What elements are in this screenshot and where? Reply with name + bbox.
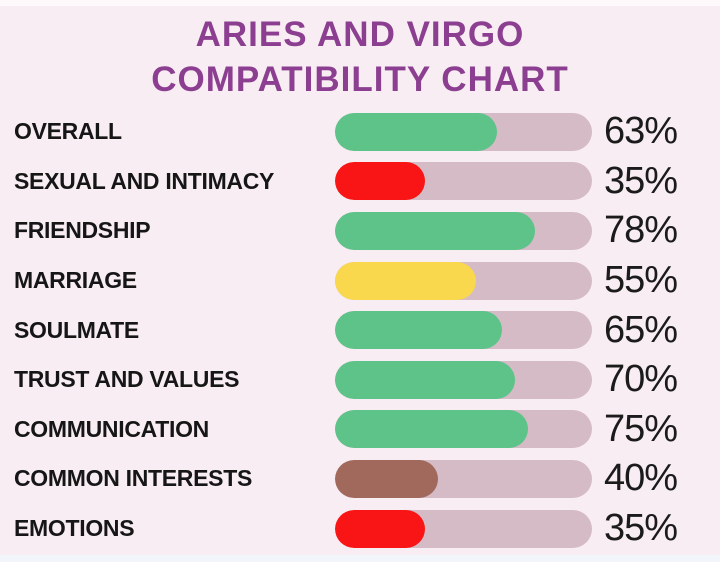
category-label: MARRIAGE xyxy=(14,267,137,294)
chart-row: SEXUAL AND INTIMACY 35% xyxy=(0,157,720,207)
category-label: COMMON INTERESTS xyxy=(14,465,252,492)
percent-value: 70% xyxy=(604,358,678,401)
bar-fill xyxy=(335,112,497,151)
page-title-line2: COMPATIBILITY CHART xyxy=(151,60,569,99)
bar-track xyxy=(335,112,592,151)
bar-track xyxy=(335,162,592,201)
chart-row: EMOTIONS 35% xyxy=(0,504,720,554)
chart-row: FRIENDSHIP 78% xyxy=(0,206,720,256)
percent-value: 35% xyxy=(604,159,678,202)
bar-fill xyxy=(335,162,425,201)
percent-value: 65% xyxy=(604,308,678,351)
bar-fill xyxy=(335,311,503,350)
percent-value: 55% xyxy=(604,259,678,302)
category-label: COMMUNICATION xyxy=(14,415,209,442)
chart-row: COMMON INTERESTS 40% xyxy=(0,454,720,504)
percent-value: 35% xyxy=(604,507,678,550)
bar-fill xyxy=(335,360,515,399)
bar-track xyxy=(335,459,592,498)
category-label: EMOTIONS xyxy=(14,515,135,542)
bar-track xyxy=(335,360,592,399)
top-edge-strip xyxy=(0,0,720,6)
chart-row: MARRIAGE 55% xyxy=(0,256,720,306)
bottom-edge-strip xyxy=(0,555,720,562)
bar-fill xyxy=(335,509,425,548)
chart-row: OVERALL 63% xyxy=(0,107,720,157)
category-label: OVERALL xyxy=(14,118,122,145)
chart-rows: OVERALL 63% SEXUAL AND INTIMACY 35% FRIE… xyxy=(0,107,720,553)
bar-fill xyxy=(335,261,477,300)
category-label: SEXUAL AND INTIMACY xyxy=(14,167,275,194)
bar-fill xyxy=(335,410,528,449)
bar-track xyxy=(335,211,592,250)
bar-track xyxy=(335,311,592,350)
page-title: ARIES AND VIRGO COMPATIBILITY CHART xyxy=(0,12,720,102)
chart-row: COMMUNICATION 75% xyxy=(0,405,720,455)
category-label: FRIENDSHIP xyxy=(14,217,151,244)
percent-value: 63% xyxy=(604,110,678,153)
bar-fill xyxy=(335,211,536,250)
bar-track xyxy=(335,410,592,449)
page-title-line1: ARIES AND VIRGO xyxy=(195,15,525,54)
category-label: TRUST AND VALUES xyxy=(14,366,240,393)
bar-track xyxy=(335,261,592,300)
chart-row: SOULMATE 65% xyxy=(0,305,720,355)
bar-track xyxy=(335,509,592,548)
category-label: SOULMATE xyxy=(14,316,139,343)
percent-value: 75% xyxy=(604,407,678,450)
percent-value: 40% xyxy=(604,457,678,500)
chart-row: TRUST AND VALUES 70% xyxy=(0,355,720,405)
percent-value: 78% xyxy=(604,209,678,252)
bar-fill xyxy=(335,459,438,498)
